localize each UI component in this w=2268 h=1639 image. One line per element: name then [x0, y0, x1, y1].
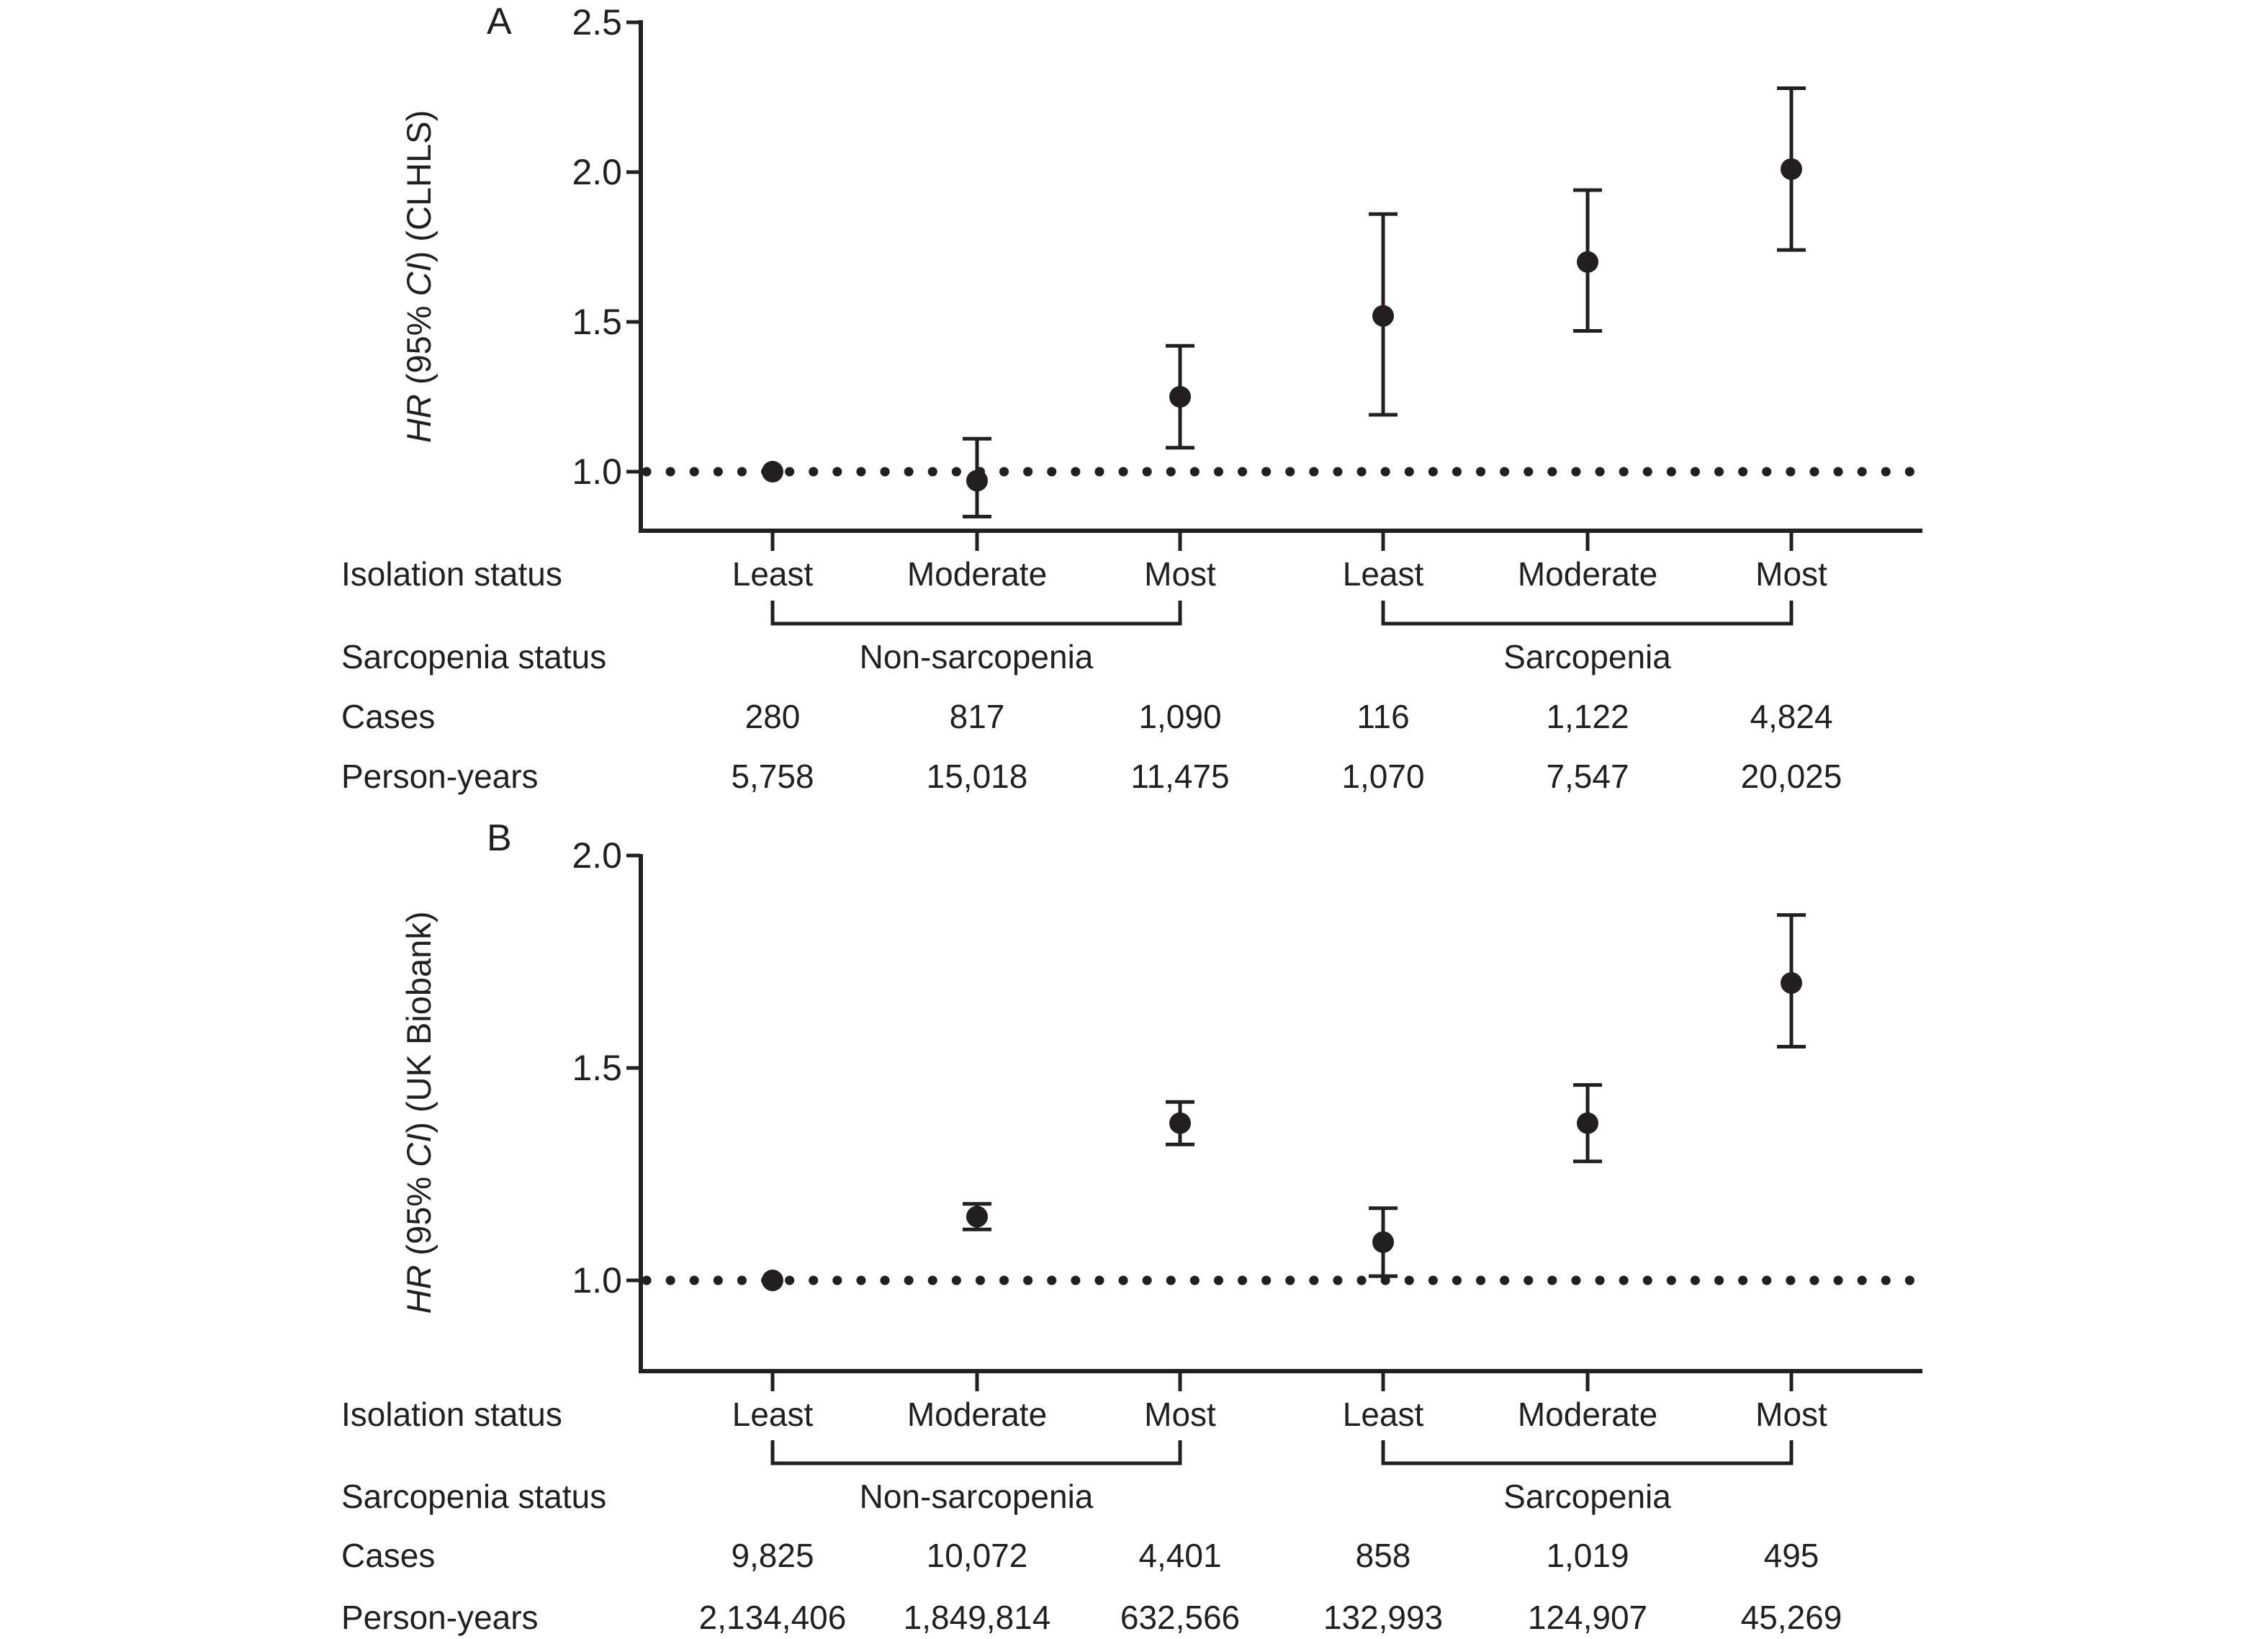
panel-b-isolation-label: Moderate — [906, 1396, 1048, 1433]
panel-a-ylabel-segment: CI — [400, 262, 438, 297]
panel-a-row-label-cases: Cases — [341, 698, 436, 735]
panel-a-isolation-label: Moderate — [906, 555, 1048, 593]
panel-b-group-bracket — [770, 1440, 1182, 1465]
panel-a-cases-value: 116 — [1356, 698, 1410, 735]
panel-a-person-years-value: 5,758 — [731, 758, 814, 795]
panel-a-cases-value: 1,090 — [1138, 698, 1222, 735]
panel-a-y-tick-label: 1.5 — [572, 302, 622, 342]
panel-a-hr-point — [1372, 305, 1394, 327]
panel-b-hr-point — [966, 1205, 988, 1228]
panel-b-cases-value: 1,019 — [1546, 1537, 1629, 1574]
panel-a-y-tick-label: 1.0 — [572, 452, 622, 492]
panel-a-cases-value: 280 — [744, 698, 801, 735]
panel-b-row-label-isolation: Isolation status — [341, 1396, 562, 1433]
panel-b-isolation-label: Least — [1342, 1396, 1424, 1433]
panel-b-isolation-label: Most — [1755, 1396, 1827, 1433]
panel-a-y-tick-label: 2.0 — [572, 152, 622, 192]
panel-a-person-years-value: 11,475 — [1130, 758, 1230, 795]
panel-a-hr-point — [966, 470, 988, 492]
panel-a-group-name: Non-sarcopenia — [859, 638, 1094, 675]
panel-b-cases-value: 10,072 — [926, 1537, 1028, 1574]
panel-a-hr-point — [1577, 251, 1598, 273]
panel-b-hr-point — [1577, 1112, 1598, 1134]
panel-b-hr-point — [1169, 1112, 1191, 1134]
panel-a-group-bracket — [1381, 601, 1794, 626]
panel-b-person-years-value: 2,134,406 — [698, 1599, 847, 1636]
panel-b-person-years-value: 632,566 — [1120, 1599, 1241, 1636]
panel-a-group-name: Sarcopenia — [1503, 638, 1671, 675]
panel-b-row-label-person-years: Person-years — [341, 1599, 539, 1636]
panel-b-isolation-label: Least — [732, 1396, 814, 1433]
panel-b-row-label-cases: Cases — [341, 1537, 436, 1574]
panel-b-y-tick-label: 2.0 — [572, 835, 622, 876]
panel-b-ylabel-segment: CI — [400, 1133, 438, 1167]
panel-a-row-label-person-years: Person-years — [341, 758, 539, 795]
panel-b-y-axis-label: HR (95% CI) (UK Biobank) — [400, 911, 438, 1314]
panel-b-reference-point — [762, 1270, 783, 1291]
panel-a-person-years-value: 20,025 — [1740, 758, 1842, 795]
panel-b-cases-value: 9,825 — [731, 1537, 814, 1574]
panel-b-isolation-label: Moderate — [1517, 1396, 1658, 1433]
panel-b-person-years-value: 132,993 — [1323, 1599, 1444, 1636]
panel-b-y-tick-label: 1.5 — [572, 1048, 622, 1088]
panel-b-ylabel-segment: (95% — [400, 1167, 438, 1265]
panel-b-cases-value: 858 — [1355, 1537, 1411, 1574]
panel-a-isolation-label: Most — [1144, 555, 1216, 593]
panel-b-letter: B — [487, 817, 512, 859]
panel-b-ylabel-segment: ) (UK Biobank) — [400, 911, 438, 1133]
panel-a-isolation-label: Moderate — [1517, 555, 1658, 593]
panel-a-reference-point — [762, 461, 783, 482]
panel-b-y-tick-label: 1.0 — [572, 1260, 622, 1301]
panel-a-cases-value: 4,824 — [1750, 698, 1833, 735]
panel-b-group-name: Non-sarcopenia — [859, 1478, 1094, 1515]
panel-a-y-tick-label: 2.5 — [572, 2, 622, 42]
panel-b-hr-point — [1781, 972, 1802, 994]
panel-b-person-years-value: 45,269 — [1740, 1599, 1842, 1636]
panel-a-row-label-sarcopenia: Sarcopenia status — [341, 638, 607, 675]
panel-a-isolation-label: Least — [1342, 555, 1424, 593]
panel-a-group-bracket — [770, 601, 1182, 626]
panel-b-row-label-sarcopenia: Sarcopenia status — [341, 1478, 607, 1515]
panel-b-hr-point — [1372, 1231, 1394, 1253]
panel-a-person-years-value: 15,018 — [926, 758, 1028, 795]
panel-a-isolation-label: Most — [1755, 555, 1827, 593]
panel-b-person-years-value: 1,849,814 — [903, 1599, 1051, 1636]
panel-b-isolation-label: Most — [1144, 1396, 1216, 1433]
panel-b-person-years-value: 124,907 — [1527, 1599, 1648, 1636]
panel-a-person-years-value: 1,070 — [1341, 758, 1425, 795]
panel-a-row-label-isolation: Isolation status — [341, 555, 562, 593]
panel-a-hr-point — [1781, 158, 1802, 180]
panel-a-hr-point — [1169, 386, 1191, 408]
panel-a-cases-value: 817 — [949, 698, 1005, 735]
panel-b-group-bracket — [1381, 1440, 1794, 1465]
panel-a-person-years-value: 7,547 — [1546, 758, 1629, 795]
panel-a-isolation-label: Least — [732, 555, 814, 593]
panel-b-group-name: Sarcopenia — [1503, 1478, 1671, 1515]
panel-b-cases-value: 495 — [1763, 1537, 1819, 1574]
panel-b-cases-value: 4,401 — [1138, 1537, 1222, 1574]
panel-a-letter: A — [487, 1, 512, 42]
panel-a-cases-value: 1,122 — [1546, 698, 1629, 735]
panel-a-ylabel-segment: HR — [400, 394, 438, 444]
